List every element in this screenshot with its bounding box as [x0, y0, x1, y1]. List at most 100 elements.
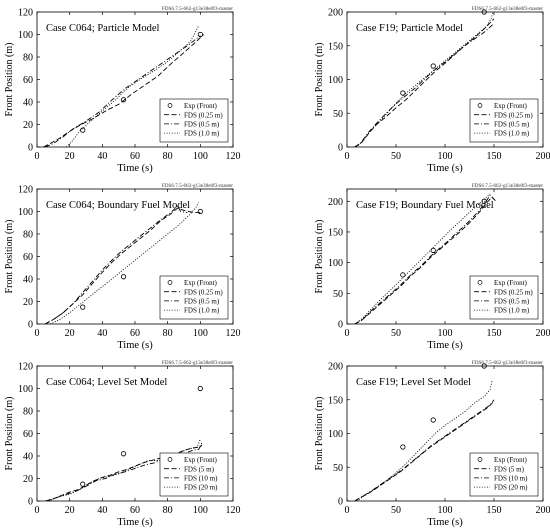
exp-point	[400, 272, 406, 278]
y-tick-label: 100	[328, 258, 343, 269]
legend-box	[159, 98, 229, 143]
y-axis-label: Front Position (m)	[314, 220, 325, 294]
series-line-2	[44, 205, 188, 324]
exp-point	[80, 304, 86, 310]
legend-marker	[167, 457, 173, 462]
y-tick-label: 120	[18, 8, 33, 19]
y-axis-label: Front Position (m)	[4, 220, 15, 294]
legend-label: FDS (1.0 m)	[494, 130, 530, 138]
y-tick-label: 50	[333, 289, 343, 300]
y-tick-label: 100	[328, 429, 343, 440]
legend: Exp (Front)FDS (0.25 m) FDS (0.5 m)FDS (1…	[469, 275, 539, 320]
exp-point	[430, 247, 436, 253]
y-tick-label: 0	[28, 143, 33, 154]
legend-label: FDS (1.0 m)	[184, 130, 220, 138]
series-line-1	[43, 34, 204, 147]
legend-label: FDS (5 m)	[184, 465, 215, 473]
y-tick-label: 40	[23, 98, 33, 109]
series-group	[44, 202, 201, 324]
y-axis-label: Front Position (m)	[314, 397, 325, 471]
y-tick-label: 200	[328, 197, 343, 208]
legend-marker	[477, 103, 483, 108]
version-label: FDS6.7.5-662-g13e38e0f3-master	[472, 182, 543, 189]
x-tick-label: 0	[35, 328, 40, 339]
y-tick-label: 0	[338, 143, 343, 154]
x-tick-label: 150	[487, 328, 502, 339]
x-tick-label: 120	[226, 328, 241, 339]
x-tick-label: 50	[391, 505, 401, 516]
x-tick-label: 20	[65, 328, 75, 339]
x-tick-label: 100	[193, 328, 208, 339]
legend-label: Exp (Front)	[184, 456, 218, 464]
exp-point	[80, 127, 86, 133]
y-tick-label: 40	[23, 452, 33, 463]
series-line-3	[66, 25, 200, 147]
x-tick-label: 80	[163, 505, 173, 516]
x-tick-label: 100	[193, 151, 208, 162]
legend: Exp (Front)FDS (0.25 m) FDS (0.5 m)FDS (1…	[159, 98, 229, 143]
legend-label: FDS (5 m)	[494, 465, 525, 473]
x-tick-label: 20	[65, 151, 75, 162]
series-line-3	[356, 380, 493, 501]
exp-point	[430, 417, 436, 423]
legend: Exp (Front)FDS (0.25 m) FDS (0.5 m)FDS (1…	[159, 275, 229, 320]
legend-label: FDS (20 m)	[184, 484, 218, 492]
panel-title: Case C064; Particle Model	[46, 23, 160, 34]
y-tick-label: 0	[28, 497, 33, 508]
x-tick-label: 0	[345, 151, 350, 162]
legend-marker	[477, 457, 483, 462]
exp-point	[481, 9, 487, 15]
x-tick-label: 150	[487, 505, 502, 516]
x-tick-label: 200	[536, 328, 550, 339]
legend-label: Exp (Front)	[494, 279, 528, 287]
version-label: FDS6.7.5-662-g13e38e0f3-master	[472, 5, 543, 12]
exp-point	[430, 63, 436, 69]
y-tick-label: 100	[18, 207, 33, 218]
y-axis-label: Front Position (m)	[4, 397, 15, 471]
x-tick-label: 40	[97, 151, 107, 162]
exp-point	[481, 363, 487, 369]
series-group	[43, 25, 204, 147]
y-tick-label: 20	[23, 297, 33, 308]
x-tick-label: 40	[97, 328, 107, 339]
version-label: FDS6.7.5-662-g13e38e0f3-master	[162, 182, 233, 189]
y-tick-label: 100	[18, 384, 33, 395]
chart-panel-1: 0 20 40 60 80 100 120 0 20 40 60 80 100 120 Time (s) Fr…	[4, 5, 241, 174]
x-tick-label: 150	[487, 151, 502, 162]
legend-label: FDS (10 m)	[494, 475, 528, 483]
series-line-1	[354, 18, 495, 147]
exp-point	[400, 90, 406, 96]
version-label: FDS6.7.5-662-g13e38e0f3-master	[472, 359, 543, 366]
x-tick-label: 60	[130, 151, 140, 162]
x-tick-label: 100	[438, 505, 453, 516]
series-line-3	[355, 12, 494, 147]
x-axis-label: Time (s)	[117, 163, 153, 174]
panel-title: Case F19; Level Set Model	[356, 377, 471, 388]
legend-label: Exp (Front)	[184, 102, 218, 110]
x-tick-label: 80	[163, 151, 173, 162]
legend-marker	[477, 280, 483, 285]
x-tick-label: 200	[536, 505, 550, 516]
x-tick-label: 50	[391, 151, 401, 162]
legend-label: FDS (1.0 m)	[494, 307, 530, 315]
exp-point	[120, 97, 127, 103]
series-line-3	[354, 193, 491, 324]
chart-panel-2: 0 50 100 150 200 0 50 100 150 200 Time (s) Front Po…	[314, 5, 550, 174]
legend-box	[469, 452, 539, 497]
y-tick-label: 20	[23, 120, 33, 131]
chart-panel-3: 0 20 40 60 80 100 120 0 20 40 60 80 100 120 Time (s) Fr…	[4, 182, 241, 351]
legend-marker	[167, 103, 173, 108]
legend-box	[159, 275, 229, 320]
x-tick-label: 80	[163, 328, 173, 339]
legend: Exp (Front)FDS (5 m) FDS (10 m)FDS (20 m)	[159, 452, 229, 497]
y-tick-label: 80	[23, 53, 33, 64]
y-tick-label: 50	[333, 463, 343, 474]
chart-panel-5: 0 20 40 60 80 100 120 0 20 40 60 80 100 120 Time (s) Fr…	[4, 359, 241, 528]
y-tick-label: 100	[328, 75, 343, 86]
exp-point	[80, 481, 86, 487]
y-tick-label: 120	[18, 362, 33, 373]
x-tick-label: 0	[345, 328, 350, 339]
y-tick-label: 60	[23, 429, 33, 440]
series-line-1	[354, 196, 497, 324]
